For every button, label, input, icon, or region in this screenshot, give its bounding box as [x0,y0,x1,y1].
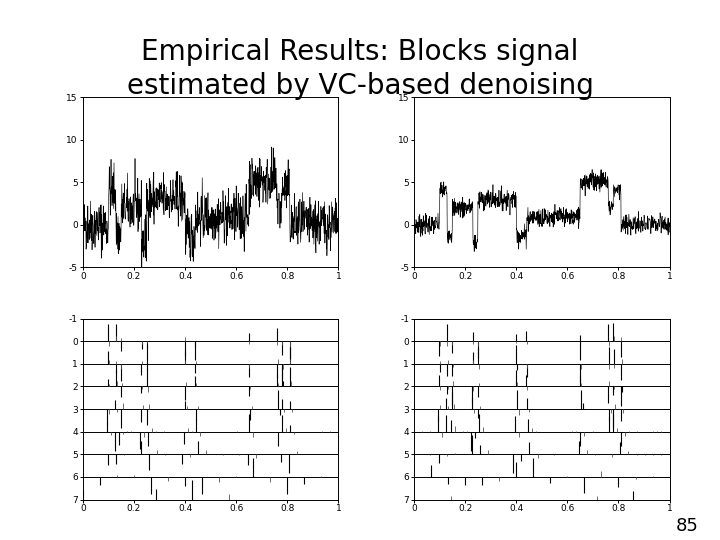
Text: 85: 85 [675,517,698,535]
Text: Empirical Results: Blocks signal
estimated by VC-based denoising: Empirical Results: Blocks signal estimat… [127,38,593,100]
